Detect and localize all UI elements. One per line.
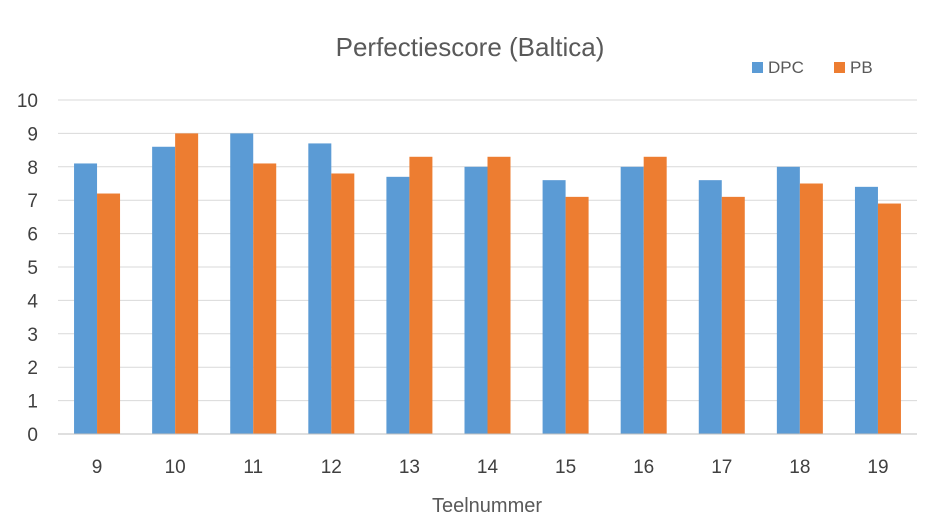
y-tick-label: 5: [27, 258, 38, 279]
y-tick-label: 3: [27, 325, 38, 346]
bar-pb-9: [97, 193, 121, 434]
legend-label-dpc: DPC: [768, 58, 804, 77]
chart-title: Perfectiescore (Baltica): [336, 32, 605, 62]
bar-pb-18: [799, 183, 823, 434]
bar-dpc-19: [854, 186, 878, 434]
bar-dpc-14: [464, 166, 488, 435]
bar-dpc-16: [620, 166, 644, 435]
bar-pb-14: [487, 156, 511, 434]
y-tick-label: 2: [27, 358, 38, 379]
x-tick-label: 13: [399, 457, 420, 478]
bar-pb-13: [409, 156, 433, 434]
y-tick-label: 1: [27, 392, 38, 413]
bar-dpc-18: [776, 166, 800, 435]
x-tick-label: 14: [477, 457, 499, 478]
x-axis-ticks: 9 10 11 12 13 14 15 16 17 18 19: [92, 457, 889, 478]
y-tick-label: 4: [27, 291, 38, 312]
x-tick-label: 16: [633, 457, 654, 478]
x-tick-label: 12: [321, 457, 342, 478]
legend: DPC PB: [752, 58, 873, 77]
bar-pb-17: [721, 196, 745, 434]
x-tick-label: 10: [165, 457, 186, 478]
y-tick-label: 6: [27, 225, 38, 246]
legend-swatch-dpc: [752, 62, 763, 73]
x-tick-label: 11: [243, 457, 263, 478]
bar-pb-19: [877, 203, 901, 434]
y-tick-label: 0: [27, 425, 38, 446]
x-tick-label: 18: [789, 457, 810, 478]
bar-dpc-13: [386, 176, 410, 434]
y-tick-label: 9: [27, 124, 38, 145]
x-tick-label: 9: [92, 457, 103, 478]
y-tick-label: 10: [17, 91, 38, 112]
x-tick-label: 19: [867, 457, 888, 478]
bar-dpc-10: [152, 146, 176, 434]
y-tick-label: 8: [27, 158, 38, 179]
bars: [74, 133, 901, 435]
bar-dpc-9: [74, 163, 98, 434]
bar-pb-10: [175, 133, 199, 434]
bar-dpc-15: [542, 180, 566, 434]
legend-label-pb: PB: [850, 58, 873, 77]
bar-pb-16: [643, 156, 667, 434]
x-tick-label: 17: [711, 457, 732, 478]
y-tick-label: 7: [27, 191, 38, 212]
x-axis-label: Teelnummer: [432, 495, 542, 517]
bar-dpc-12: [308, 143, 332, 435]
legend-swatch-pb: [834, 62, 845, 73]
bar-pb-12: [331, 173, 355, 435]
x-tick-label: 15: [555, 457, 576, 478]
y-axis-ticks: 0 1 2 3 4 5 6 7 8 9 10: [17, 91, 39, 446]
bar-pb-15: [565, 196, 589, 434]
bar-dpc-11: [230, 133, 254, 434]
bar-pb-11: [253, 163, 277, 434]
bar-dpc-17: [698, 180, 722, 434]
